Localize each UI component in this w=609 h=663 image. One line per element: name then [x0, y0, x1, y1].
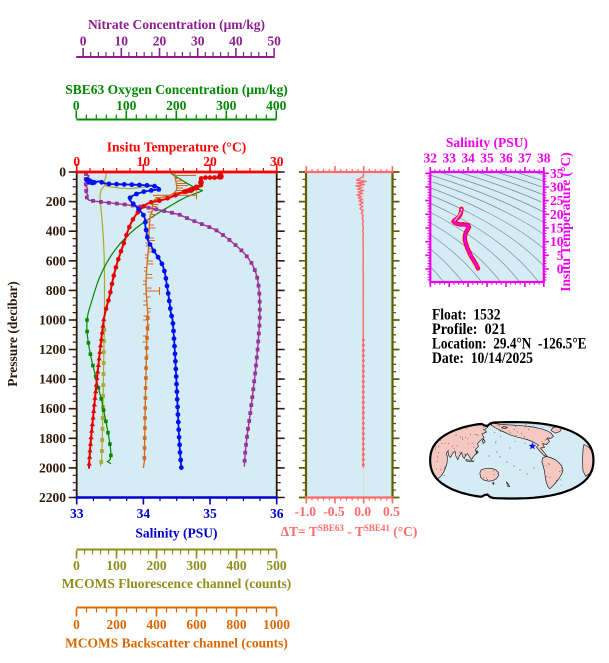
svg-text:36: 36	[499, 151, 513, 166]
svg-text:15: 15	[550, 220, 564, 235]
svg-text:0: 0	[73, 558, 80, 573]
svg-text:Location: 29.4°N -126.5°E: Location: 29.4°N -126.5°E	[432, 336, 587, 353]
svg-text:Insitu Temperature (°C): Insitu Temperature (°C)	[558, 152, 573, 291]
svg-text:30: 30	[270, 154, 284, 169]
svg-text:30: 30	[191, 34, 205, 49]
svg-text:20: 20	[153, 34, 167, 49]
svg-text:800: 800	[226, 617, 247, 632]
svg-text:10: 10	[550, 234, 564, 249]
svg-text:1000: 1000	[39, 312, 66, 327]
svg-text:33: 33	[442, 151, 456, 166]
svg-text:500: 500	[266, 558, 287, 573]
svg-text:1200: 1200	[39, 342, 66, 357]
svg-text:200: 200	[46, 194, 67, 209]
svg-text:300: 300	[186, 558, 207, 573]
svg-text:0: 0	[557, 262, 564, 277]
svg-text:25: 25	[550, 193, 564, 208]
svg-text:10: 10	[137, 154, 151, 169]
svg-text:200: 200	[166, 98, 187, 113]
svg-text:0: 0	[80, 34, 87, 49]
svg-text:0: 0	[73, 617, 80, 632]
svg-text:400: 400	[146, 617, 167, 632]
svg-text:35: 35	[550, 166, 564, 181]
svg-text:5: 5	[557, 248, 564, 263]
svg-text:Profile: 021: Profile: 021	[432, 321, 506, 338]
svg-text:35: 35	[203, 506, 217, 521]
svg-text:1600: 1600	[39, 401, 66, 416]
svg-text:600: 600	[186, 617, 207, 632]
svg-text:20: 20	[203, 154, 217, 169]
svg-text:1000: 1000	[263, 617, 290, 632]
svg-text:0: 0	[73, 98, 80, 113]
svg-text:100: 100	[116, 98, 137, 113]
svg-text:Salinity (PSU): Salinity (PSU)	[446, 135, 528, 150]
svg-text:2000: 2000	[39, 460, 66, 475]
svg-text:800: 800	[46, 283, 67, 298]
svg-text:-1.0: -1.0	[295, 504, 317, 519]
svg-text:Salinity (PSU): Salinity (PSU)	[135, 526, 217, 541]
svg-text:30: 30	[550, 179, 564, 194]
svg-text:ΔT= TSBE63 - TSBE41 (°C): ΔT= TSBE63 - TSBE41 (°C)	[281, 523, 418, 539]
svg-text:100: 100	[106, 558, 127, 573]
svg-text:0: 0	[73, 154, 80, 169]
svg-text:36: 36	[270, 506, 284, 521]
svg-text:SBE63 Oxygen Concentration (μm: SBE63 Oxygen Concentration (μm/kg)	[65, 82, 288, 97]
svg-text:32: 32	[424, 151, 438, 166]
svg-text:400: 400	[46, 224, 67, 239]
svg-text:10: 10	[115, 34, 129, 49]
svg-text:MCOMS Fluorescence channel (co: MCOMS Fluorescence channel (counts)	[62, 576, 292, 591]
svg-text:35: 35	[480, 151, 494, 166]
svg-text:300: 300	[216, 98, 237, 113]
svg-text:Pressure (decibar): Pressure (decibar)	[5, 281, 20, 387]
svg-text:2200: 2200	[39, 490, 66, 505]
svg-text:0.5: 0.5	[383, 504, 400, 519]
svg-text:34: 34	[137, 506, 151, 521]
svg-text:0: 0	[59, 165, 66, 180]
svg-text:50: 50	[267, 34, 281, 49]
svg-text:1800: 1800	[39, 431, 66, 446]
svg-text:400: 400	[266, 98, 287, 113]
svg-text:33: 33	[70, 506, 84, 521]
svg-text:34: 34	[461, 151, 475, 166]
svg-text:20: 20	[550, 207, 564, 222]
svg-text:0.0: 0.0	[354, 504, 371, 519]
svg-text:200: 200	[146, 558, 167, 573]
svg-text:600: 600	[46, 253, 67, 268]
svg-text:Nitrate Concentration (μm/kg): Nitrate Concentration (μm/kg)	[88, 17, 265, 32]
svg-text:Insitu Temperature (°C): Insitu Temperature (°C)	[107, 140, 246, 155]
svg-text:40: 40	[229, 34, 243, 49]
svg-text:1400: 1400	[39, 372, 66, 387]
svg-text:-0.5: -0.5	[323, 504, 345, 519]
svg-text:MCOMS Backscatter channel (cou: MCOMS Backscatter channel (counts)	[65, 636, 288, 651]
svg-text:Float: 1532: Float: 1532	[432, 307, 501, 324]
svg-text:38: 38	[537, 151, 551, 166]
svg-text:Date: 10/14/2025: Date: 10/14/2025	[432, 350, 533, 367]
svg-text:37: 37	[518, 151, 532, 166]
svg-text:200: 200	[106, 617, 127, 632]
svg-text:400: 400	[226, 558, 247, 573]
